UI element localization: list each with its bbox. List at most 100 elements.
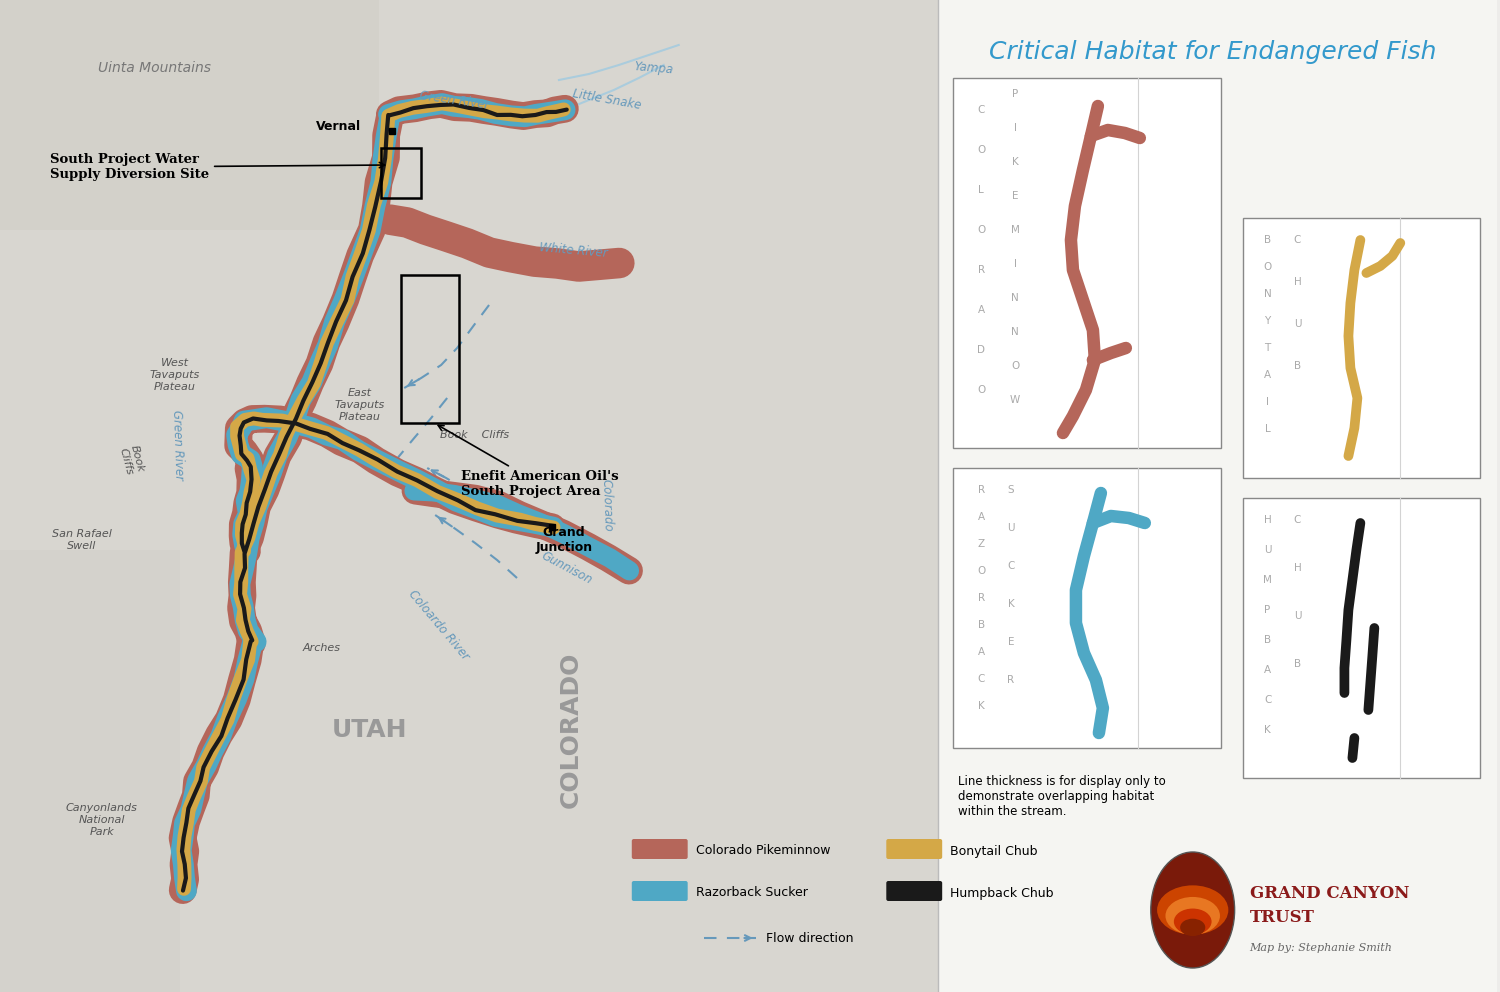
Text: Uinta Mountains: Uinta Mountains [98, 61, 211, 75]
Ellipse shape [1150, 852, 1234, 968]
Bar [1242, 498, 1480, 778]
Text: A: A [978, 305, 984, 315]
Text: C: C [1008, 561, 1014, 571]
Text: H: H [1293, 277, 1302, 287]
Text: C: C [1264, 695, 1272, 705]
Text: White River: White River [538, 240, 609, 260]
Text: T: T [1264, 343, 1270, 353]
Text: I: I [1014, 259, 1017, 269]
FancyBboxPatch shape [886, 881, 942, 901]
Ellipse shape [1166, 897, 1219, 934]
FancyBboxPatch shape [886, 839, 942, 859]
Text: K: K [1011, 157, 1019, 167]
Bar [0, 550, 180, 992]
Text: A: A [1264, 370, 1270, 380]
Text: O: O [976, 566, 986, 576]
Text: O: O [1263, 262, 1272, 272]
Text: L: L [1264, 424, 1270, 434]
Text: Canyonlands
National
Park: Canyonlands National Park [66, 804, 138, 836]
Text: TRUST: TRUST [1250, 910, 1314, 927]
Text: UTAH: UTAH [332, 718, 406, 742]
Text: Green River: Green River [419, 88, 491, 111]
Text: B: B [1294, 361, 1300, 371]
Text: A: A [1264, 665, 1270, 675]
Text: Line thickness is for display only to
demonstrate overlapping habitat
within the: Line thickness is for display only to de… [958, 775, 1166, 818]
Text: B: B [1294, 659, 1300, 669]
Text: A: A [978, 647, 984, 657]
Bar [0, 0, 380, 230]
Text: Y: Y [1264, 316, 1270, 326]
Text: U: U [1008, 523, 1016, 533]
Text: P: P [1264, 605, 1270, 615]
Text: O: O [976, 225, 986, 235]
Text: O: O [1011, 361, 1019, 371]
Text: B: B [1264, 635, 1270, 645]
Text: B: B [978, 620, 984, 630]
Text: Vernal: Vernal [316, 120, 362, 134]
Text: Enefit American Oil's
South Project Area: Enefit American Oil's South Project Area [438, 426, 618, 498]
Text: Green River: Green River [170, 410, 186, 480]
Text: N: N [1011, 327, 1019, 337]
Text: C: C [978, 674, 986, 684]
Text: O: O [976, 385, 986, 395]
Text: W: W [1010, 395, 1020, 405]
Text: West
Tavaputs
Plateau: West Tavaputs Plateau [150, 358, 200, 392]
Text: Flow direction: Flow direction [765, 932, 853, 945]
Text: R: R [1008, 675, 1014, 685]
Text: C: C [1294, 235, 1300, 245]
Text: Grand
Junction: Grand Junction [536, 526, 592, 554]
Bar [0, 0, 938, 992]
Text: Z: Z [978, 539, 984, 549]
Bar [400, 275, 459, 423]
Text: N: N [1263, 289, 1272, 299]
Text: GRAND CANYON: GRAND CANYON [1250, 885, 1408, 902]
Ellipse shape [1156, 885, 1228, 934]
Text: U: U [1294, 319, 1302, 329]
FancyBboxPatch shape [632, 881, 687, 901]
Text: Arches: Arches [303, 643, 340, 653]
Text: K: K [1264, 725, 1270, 735]
Text: K: K [1008, 599, 1014, 609]
Text: A: A [978, 512, 984, 522]
Text: Humpback Chub: Humpback Chub [950, 887, 1053, 900]
Text: L: L [978, 185, 984, 195]
Ellipse shape [1180, 919, 1206, 936]
Bar [381, 148, 422, 198]
Text: COLORADO: COLORADO [560, 652, 584, 808]
Text: Book
Cliffs: Book Cliffs [117, 443, 146, 476]
Text: Bonytail Chub: Bonytail Chub [950, 844, 1038, 857]
Text: Gunnison: Gunnison [538, 550, 594, 587]
Text: K: K [978, 701, 984, 711]
Text: H: H [1263, 515, 1272, 525]
Text: U: U [1264, 545, 1272, 555]
Text: I: I [1014, 123, 1017, 133]
Bar [1242, 218, 1480, 478]
Text: S: S [1008, 485, 1014, 495]
Text: South Project Water
Supply Diversion Site: South Project Water Supply Diversion Sit… [50, 153, 384, 181]
Text: B: B [1264, 235, 1270, 245]
Text: Yampa: Yampa [633, 60, 674, 76]
Ellipse shape [1174, 909, 1212, 934]
Text: N: N [1011, 293, 1019, 303]
Text: Razorback Sucker: Razorback Sucker [696, 887, 807, 900]
Text: P: P [1013, 89, 1019, 99]
Text: E: E [1008, 637, 1014, 647]
Bar [938, 0, 1497, 992]
Text: U: U [1294, 611, 1302, 621]
FancyBboxPatch shape [632, 839, 687, 859]
Bar [952, 78, 1221, 448]
Text: O: O [976, 145, 986, 155]
Text: Colorado Pikeminnow: Colorado Pikeminnow [696, 844, 830, 857]
Text: I: I [1266, 397, 1269, 407]
Text: M: M [1263, 575, 1272, 585]
Text: Little Snake: Little Snake [572, 87, 642, 112]
Text: C: C [978, 105, 986, 115]
Text: R: R [978, 265, 984, 275]
Text: M: M [1011, 225, 1020, 235]
Text: C: C [1294, 515, 1300, 525]
Text: Book    Cliffs: Book Cliffs [440, 430, 509, 440]
Text: Map by: Stephanie Smith: Map by: Stephanie Smith [1250, 943, 1392, 953]
Text: D: D [976, 345, 986, 355]
Text: Critical Habitat for Endangered Fish: Critical Habitat for Endangered Fish [988, 40, 1437, 64]
Text: R: R [978, 593, 984, 603]
